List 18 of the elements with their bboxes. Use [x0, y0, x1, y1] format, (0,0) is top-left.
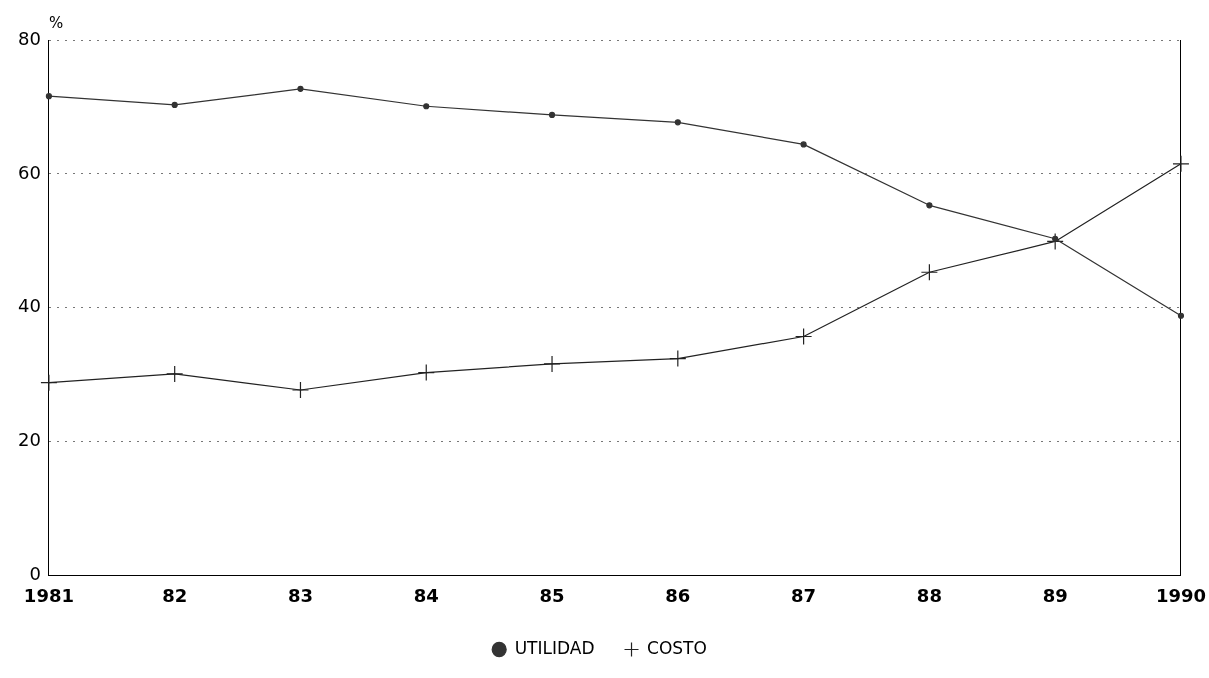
legend-label: COSTO — [647, 637, 707, 658]
x-tick-label: 85 — [539, 584, 565, 606]
y-tick-label: 40 — [18, 295, 41, 317]
y-tick-label: 60 — [18, 161, 41, 183]
x-tick-label: 82 — [162, 584, 188, 606]
x-tick-label: 84 — [413, 584, 439, 606]
x-tick-label: 88 — [916, 584, 942, 606]
x-tick-label: 89 — [1042, 584, 1068, 606]
y-tick-label: 20 — [18, 429, 41, 451]
x-tick-label: 1981 — [23, 584, 74, 606]
y-tick-label: 0 — [29, 563, 41, 585]
y-tick-label: 80 — [18, 27, 41, 49]
x-tick-label: 86 — [665, 584, 691, 606]
y-axis-title: % — [48, 14, 64, 33]
x-tick-label: 1990 — [1155, 584, 1207, 606]
x-tick-label: 83 — [287, 584, 313, 606]
legend-label: UTILIDAD — [514, 637, 595, 658]
x-tick-label: 87 — [791, 584, 817, 606]
